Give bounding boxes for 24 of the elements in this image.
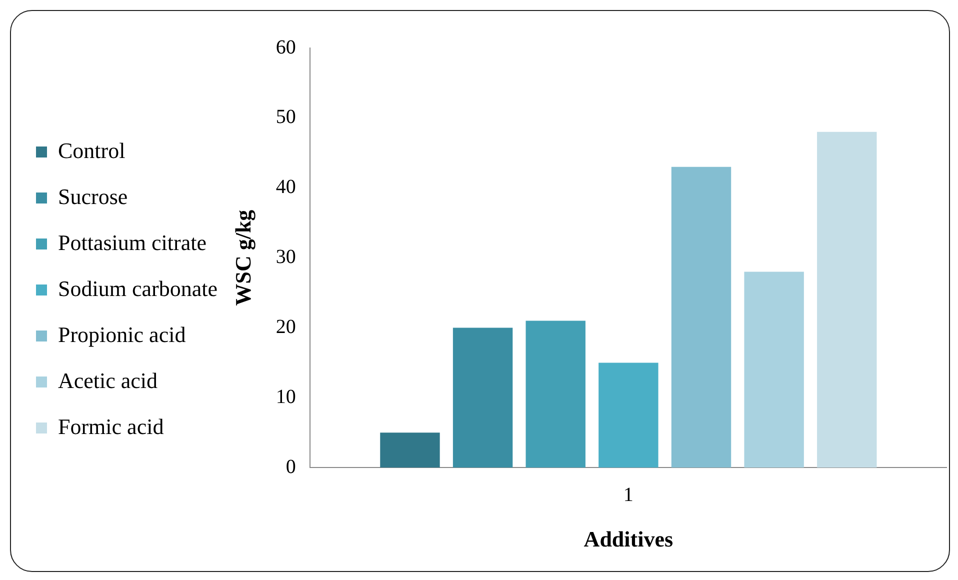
bar xyxy=(598,362,658,468)
x-tick-label: 1 xyxy=(623,484,634,506)
y-tick-label: 40 xyxy=(276,176,296,198)
bar xyxy=(452,328,513,468)
y-axis-title: WSC g/kg xyxy=(230,210,256,306)
y-tick-label: 0 xyxy=(286,456,296,478)
legend-label: Acetic acid xyxy=(58,368,158,393)
y-tick-label: 60 xyxy=(276,36,296,58)
y-tick-label: 20 xyxy=(276,316,296,338)
legend-label: Control xyxy=(58,138,126,163)
legend-label: Formic acid xyxy=(58,414,164,439)
y-tick-label: 30 xyxy=(276,246,296,268)
bar xyxy=(671,166,732,468)
bar xyxy=(526,320,586,468)
bar xyxy=(380,432,440,468)
y-tick-label: 50 xyxy=(276,106,296,128)
x-axis-title: Additives xyxy=(584,526,674,552)
legend-label: Sucrose xyxy=(58,184,128,209)
bar xyxy=(744,272,804,468)
legend-label: Pottasium citrate xyxy=(58,230,206,255)
bar xyxy=(817,132,877,468)
y-tick-label: 10 xyxy=(276,386,296,408)
legend-label: Propionic acid xyxy=(58,322,186,347)
legend-label: Sodium carbonate xyxy=(58,276,218,301)
